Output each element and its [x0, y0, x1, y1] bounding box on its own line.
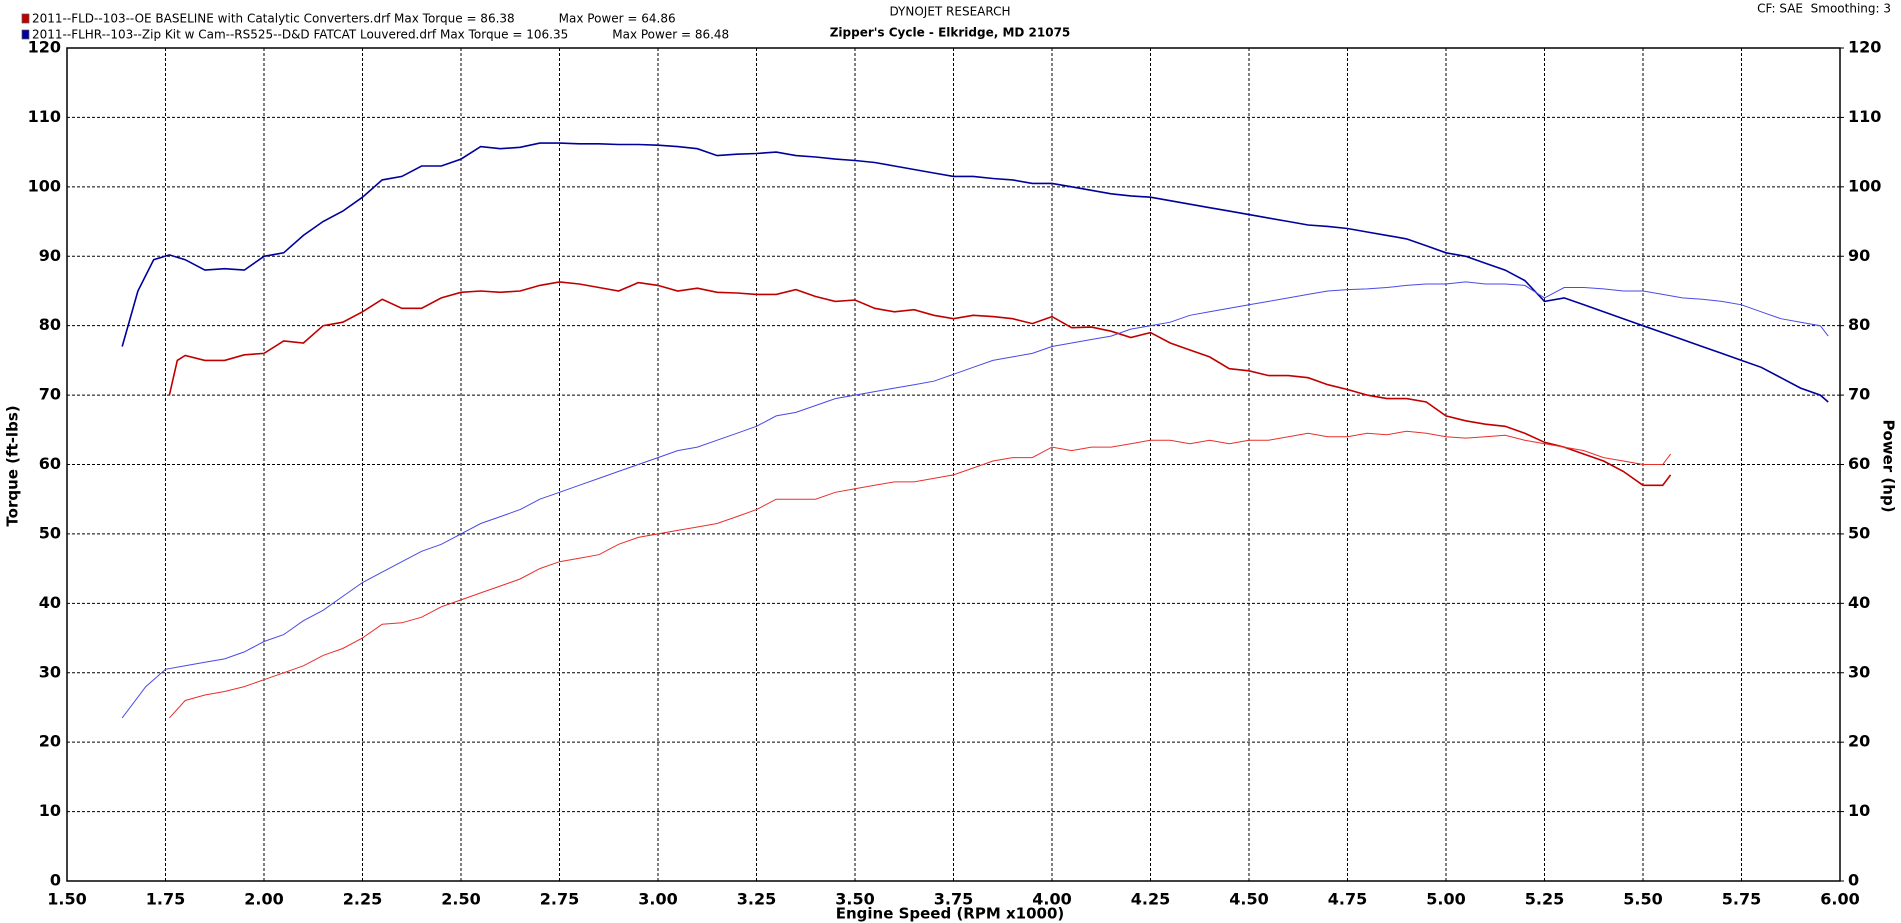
- y2-tick-label: 110: [1848, 107, 1881, 126]
- y-axis-title: Torque (ft-lbs): [4, 405, 22, 526]
- y-tick-label: 0: [50, 871, 61, 890]
- y2-tick-label: 120: [1848, 38, 1881, 57]
- y2-tick-label: 80: [1848, 315, 1870, 334]
- settings-note: CF: SAE Smoothing: 3: [1757, 2, 1891, 16]
- legend-label: Max Power = 64.86: [559, 12, 676, 26]
- x-tick-label: 4.25: [1131, 890, 1170, 909]
- y2-tick-label: 10: [1848, 801, 1870, 820]
- plot-border: [66, 47, 1841, 882]
- x-tick-label: 4.75: [1328, 890, 1367, 909]
- x-tick-label: 3.25: [737, 890, 776, 909]
- x-tick-label: 4.50: [1229, 890, 1268, 909]
- series-line: [169, 430, 1671, 719]
- x-tick-label: 1.75: [146, 890, 185, 909]
- y2-tick-label: 0: [1848, 871, 1859, 890]
- x-tick-label: 2.50: [441, 890, 480, 909]
- chart-subtitle: Zipper's Cycle - Elkridge, MD 21075: [830, 26, 1071, 40]
- y-tick-label: 70: [39, 385, 61, 404]
- x-tick-label: 3.75: [934, 890, 973, 909]
- series-line: [121, 142, 1829, 403]
- y-tick-label: 90: [39, 246, 61, 265]
- x-tick-label: 3.50: [835, 890, 874, 909]
- y-tick-label: 40: [39, 593, 61, 612]
- y-tick-label: 80: [39, 315, 61, 334]
- y2-axis-title: Power (hp): [1880, 419, 1898, 512]
- series-line: [121, 281, 1829, 719]
- x-tick-label: 6.00: [1820, 890, 1859, 909]
- y2-tick-label: 30: [1848, 662, 1870, 681]
- y2-tick-label: 90: [1848, 246, 1870, 265]
- y2-tick-label: 40: [1848, 593, 1870, 612]
- x-tick-label: 2.75: [540, 890, 579, 909]
- x-tick-label: 4.00: [1032, 890, 1071, 909]
- legend-label: Max Power = 86.48: [612, 28, 729, 42]
- y-tick-label: 30: [39, 662, 61, 681]
- legend-label: 2011--FLD--103--OE BASELINE with Catalyt…: [32, 12, 515, 26]
- legend-swatch: [21, 29, 30, 40]
- x-tick-label: 5.50: [1623, 890, 1662, 909]
- y-tick-label: 110: [28, 107, 61, 126]
- y2-tick-label: 100: [1848, 176, 1881, 195]
- x-tick-label: 2.25: [343, 890, 382, 909]
- x-tick-label: 5.00: [1426, 890, 1465, 909]
- y2-tick-label: 20: [1848, 732, 1870, 751]
- y-tick-label: 100: [28, 176, 61, 195]
- legend-swatch: [21, 13, 30, 24]
- x-tick-label: 5.25: [1525, 890, 1564, 909]
- y-tick-label: 60: [39, 454, 61, 473]
- y2-tick-label: 50: [1848, 523, 1870, 542]
- y-tick-label: 50: [39, 523, 61, 542]
- y2-tick-label: 70: [1848, 385, 1870, 404]
- x-tick-label: 1.50: [47, 890, 86, 909]
- x-tick-label: 2.00: [244, 890, 283, 909]
- x-tick-label: 5.75: [1722, 890, 1761, 909]
- y-tick-label: 120: [28, 38, 61, 57]
- y-tick-label: 20: [39, 732, 61, 751]
- y-tick-label: 10: [39, 801, 61, 820]
- y2-tick-label: 60: [1848, 454, 1870, 473]
- x-tick-label: 3.00: [638, 890, 677, 909]
- series-line: [168, 281, 1672, 487]
- legend-label: 2011--FLHR--103--Zip Kit w Cam--RS525--D…: [32, 28, 568, 42]
- chart-title: DYNOJET RESEARCH: [889, 5, 1010, 19]
- x-axis-title: Engine Speed (RPM x1000): [836, 905, 1065, 923]
